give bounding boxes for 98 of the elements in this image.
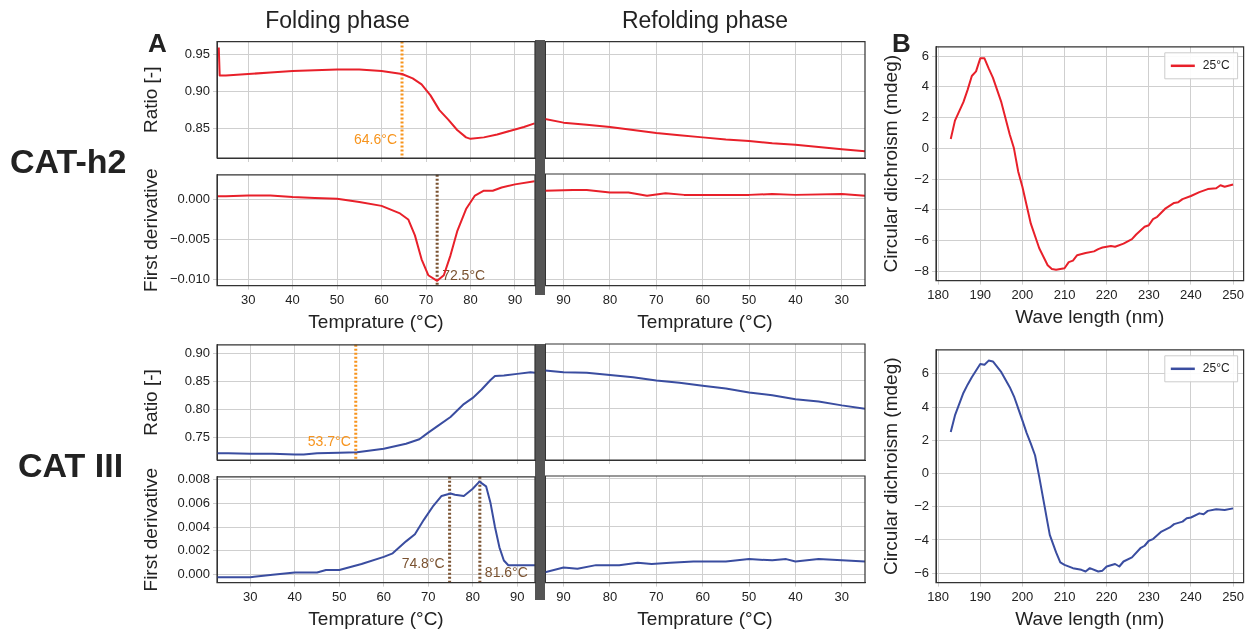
x-tick-label: 80 bbox=[463, 291, 478, 307]
y-tick-label: 6 bbox=[921, 365, 929, 381]
x-tick-label: 30 bbox=[834, 588, 850, 604]
x-tick-label: 250 bbox=[1222, 286, 1244, 302]
y-tick-label: −6 bbox=[914, 564, 929, 580]
x-tick-label: 80 bbox=[465, 588, 480, 604]
x-tick-label: 70 bbox=[418, 291, 434, 307]
y-tick-label: 2 bbox=[921, 109, 929, 125]
y-tick-label: 0.90 bbox=[184, 83, 210, 99]
x-tick-label: 40 bbox=[788, 291, 803, 307]
y-tick-label: −8 bbox=[914, 262, 929, 278]
y-tick-label: 0 bbox=[921, 139, 929, 155]
ref-line-label: 81.6°C bbox=[484, 564, 528, 581]
x-tick-label: 60 bbox=[695, 588, 710, 604]
x-tick-label: 90 bbox=[556, 588, 571, 604]
x-tick-label: 70 bbox=[649, 291, 664, 307]
x-tick-label: 180 bbox=[927, 588, 949, 604]
text: A bbox=[148, 28, 167, 59]
x-tick-label: 60 bbox=[376, 588, 392, 604]
x-tick-label: 240 bbox=[1180, 286, 1202, 302]
x-tick-label: 30 bbox=[834, 291, 850, 307]
x-tick-label: 210 bbox=[1053, 286, 1076, 302]
y-tick-label: 0.008 bbox=[177, 470, 210, 486]
y-tick-label: 0.85 bbox=[184, 120, 210, 136]
x-tick-label: 190 bbox=[969, 588, 992, 604]
y-axis-title: First derivative bbox=[139, 168, 161, 292]
y-axis-title: Circular dichroism (mdeg) bbox=[879, 357, 901, 575]
ref-line-label: 64.6°C bbox=[354, 130, 398, 147]
y-tick-label: −4 bbox=[914, 201, 929, 217]
x-tick-label: 90 bbox=[556, 291, 571, 307]
x-tick-label: 30 bbox=[243, 588, 258, 604]
y-tick-label: 0.004 bbox=[177, 518, 210, 534]
y-axis-title: Circular dichroism (mdeg) bbox=[879, 54, 901, 273]
x-axis-title: Temprature (°C) bbox=[637, 607, 773, 629]
y-tick-label: 0.90 bbox=[184, 344, 210, 360]
x-axis-title: Temprature (°C) bbox=[308, 607, 444, 629]
x-tick-label: 80 bbox=[602, 588, 618, 604]
x-tick-label: 230 bbox=[1137, 588, 1160, 604]
text: CAT III bbox=[18, 446, 124, 485]
x-axis-title: Wave length (nm) bbox=[1015, 305, 1165, 327]
y-tick-label: −0.010 bbox=[169, 270, 210, 286]
y-tick-label: 2 bbox=[921, 431, 929, 447]
y-tick-label: 0.006 bbox=[177, 494, 210, 510]
text: CAT-h2 bbox=[10, 142, 127, 181]
y-tick-label: 0.95 bbox=[184, 46, 210, 62]
x-tick-label: 50 bbox=[332, 588, 347, 604]
x-tick-label: 220 bbox=[1095, 588, 1118, 604]
x-tick-label: 80 bbox=[602, 291, 618, 307]
x-tick-label: 190 bbox=[969, 286, 992, 302]
ref-line-label: 74.8°C bbox=[401, 555, 445, 572]
y-tick-label: 0.000 bbox=[177, 566, 210, 582]
x-axis-title: Temprature (°C) bbox=[308, 310, 444, 332]
x-tick-label: 50 bbox=[741, 291, 757, 307]
x-tick-label: 200 bbox=[1011, 588, 1034, 604]
x-tick-label: 180 bbox=[927, 286, 949, 302]
y-axis-title: Ratio [-] bbox=[139, 369, 161, 436]
x-tick-label: 70 bbox=[649, 588, 664, 604]
y-tick-label: −0.005 bbox=[169, 230, 210, 246]
x-axis-title: Wave length (nm) bbox=[1015, 607, 1165, 629]
y-tick-label: 0.80 bbox=[184, 400, 210, 416]
x-tick-label: 240 bbox=[1180, 588, 1202, 604]
y-tick-label: 4 bbox=[921, 78, 929, 94]
legend-label: 25°C bbox=[1202, 58, 1230, 73]
chart-title: Refolding phase bbox=[621, 7, 789, 34]
x-tick-label: 220 bbox=[1095, 286, 1118, 302]
x-tick-label: 40 bbox=[285, 291, 300, 307]
x-tick-label: 200 bbox=[1011, 286, 1034, 302]
chart-title: Folding phase bbox=[265, 7, 410, 34]
x-tick-label: 60 bbox=[695, 291, 710, 307]
y-tick-label: 0.75 bbox=[184, 428, 210, 444]
x-tick-label: 60 bbox=[374, 291, 389, 307]
y-axis-title: Ratio [-] bbox=[139, 66, 161, 134]
x-tick-label: 90 bbox=[507, 291, 523, 307]
y-tick-label: −4 bbox=[914, 531, 929, 547]
legend-label: 25°C bbox=[1202, 361, 1230, 376]
x-tick-label: 40 bbox=[287, 588, 303, 604]
y-tick-label: 0.85 bbox=[184, 372, 210, 388]
x-tick-label: 50 bbox=[329, 291, 345, 307]
y-tick-label: 4 bbox=[921, 398, 929, 414]
x-tick-label: 210 bbox=[1053, 588, 1076, 604]
x-tick-label: 70 bbox=[421, 588, 436, 604]
y-tick-label: 0.002 bbox=[177, 542, 210, 558]
x-tick-label: 230 bbox=[1137, 286, 1160, 302]
y-tick-label: −6 bbox=[914, 232, 929, 248]
ref-line-label: 72.5°C bbox=[442, 267, 486, 284]
y-tick-label: 0 bbox=[921, 465, 929, 481]
y-tick-label: 6 bbox=[921, 47, 929, 63]
x-tick-label: 40 bbox=[788, 588, 803, 604]
y-axis-title: First derivative bbox=[139, 467, 161, 592]
y-tick-label: 0.000 bbox=[177, 191, 210, 207]
x-axis-title: Temprature (°C) bbox=[637, 310, 773, 332]
y-tick-label: −2 bbox=[914, 498, 929, 514]
x-tick-label: 250 bbox=[1222, 588, 1244, 604]
ref-line-label: 53.7°C bbox=[307, 432, 351, 449]
x-tick-label: 90 bbox=[509, 588, 525, 604]
x-tick-label: 30 bbox=[240, 291, 256, 307]
y-tick-label: −2 bbox=[914, 170, 929, 186]
x-tick-label: 50 bbox=[741, 588, 757, 604]
